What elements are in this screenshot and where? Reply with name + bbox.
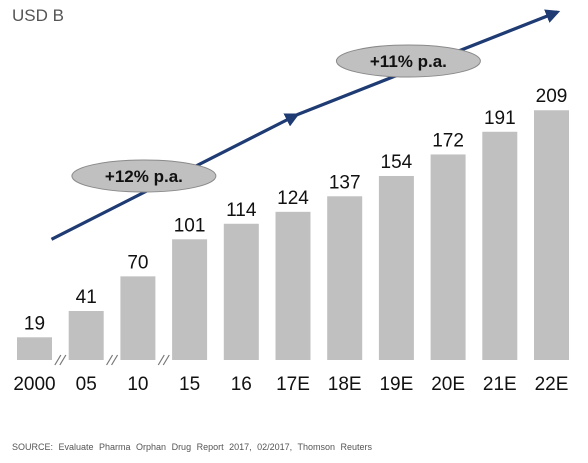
tick-label-10: 10 bbox=[127, 374, 148, 395]
bar-17E bbox=[275, 211, 311, 360]
tick-label-05: 05 bbox=[76, 374, 97, 395]
bar-19E bbox=[378, 175, 414, 360]
tick-label-22E: 22E bbox=[535, 374, 569, 395]
value-label-05: 41 bbox=[76, 287, 97, 308]
value-label-17E: 124 bbox=[277, 188, 309, 209]
growth-rate-label: +11% p.a. bbox=[370, 52, 447, 71]
growth-ellipse bbox=[335, 44, 481, 78]
growth-ellipse bbox=[71, 159, 217, 193]
growth-annotation-early: +12% p.a. bbox=[71, 159, 217, 193]
value-label-10: 70 bbox=[127, 252, 148, 273]
tick-label-18E: 18E bbox=[328, 374, 362, 395]
bar-16 bbox=[223, 223, 259, 360]
tick-label-21E: 21E bbox=[483, 374, 517, 395]
value-labels: 19 41 70 101 114 124 137 154 172 191 209 bbox=[24, 86, 567, 334]
bar-21E bbox=[482, 131, 518, 360]
bar-15 bbox=[172, 239, 208, 360]
tick-label-2000: 2000 bbox=[13, 374, 55, 395]
tick-label-19E: 19E bbox=[379, 374, 413, 395]
axis-breaks bbox=[54, 354, 170, 366]
value-label-22E: 209 bbox=[536, 86, 568, 107]
value-label-2000: 19 bbox=[24, 313, 45, 334]
value-label-18E: 137 bbox=[329, 172, 361, 193]
bar-10 bbox=[120, 276, 156, 360]
axis-break-05 bbox=[106, 354, 119, 366]
growth-annotation-late: +11% p.a. bbox=[335, 44, 481, 78]
source-note: SOURCE: Evaluate Pharma Orphan Drug Repo… bbox=[12, 442, 373, 452]
axis-break-2000 bbox=[54, 354, 67, 366]
tick-label-20E: 20E bbox=[431, 374, 465, 395]
axis-break-10 bbox=[157, 354, 170, 366]
value-label-20E: 172 bbox=[432, 130, 464, 151]
unit-label: USD B bbox=[12, 6, 64, 25]
bar-22E bbox=[534, 110, 569, 361]
bar-20E bbox=[430, 154, 466, 360]
x-axis-ticks: 2000 05 10 15 16 17E 18E 19E 20E 21E 22E bbox=[13, 374, 568, 395]
growth-rate-label: +12% p.a. bbox=[105, 167, 183, 186]
value-label-19E: 154 bbox=[381, 152, 413, 173]
value-label-15: 101 bbox=[174, 215, 206, 236]
tick-label-17E: 17E bbox=[276, 374, 310, 395]
value-label-21E: 191 bbox=[484, 108, 516, 129]
value-label-16: 114 bbox=[226, 200, 257, 221]
tick-label-15: 15 bbox=[179, 374, 200, 395]
bar-05 bbox=[68, 311, 104, 360]
bar-2000 bbox=[17, 337, 52, 360]
growth-annotations: +12% p.a. +11% p.a. bbox=[71, 44, 481, 193]
tick-label-16: 16 bbox=[231, 374, 252, 395]
bar-18E bbox=[327, 196, 363, 360]
bars bbox=[17, 110, 569, 361]
